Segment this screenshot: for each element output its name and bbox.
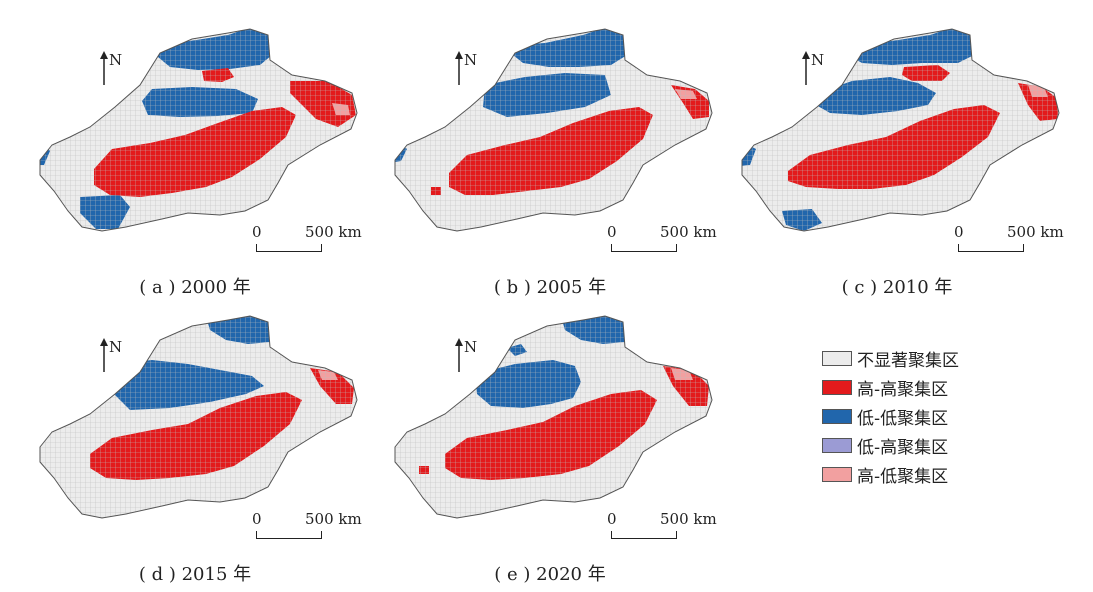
legend-swatch: [822, 437, 852, 453]
panel-caption: ( a ) 2000 年: [20, 273, 370, 299]
scale-start-label: 0: [252, 510, 262, 528]
scale-line: [611, 244, 677, 252]
map-panel-a: N 0 500 km ( a ) 2000 年: [20, 15, 370, 305]
scale-end-label: 500 km: [305, 510, 362, 528]
map-graphic: [20, 302, 370, 547]
scale-bar: 0 500 km: [252, 223, 362, 253]
north-label: N: [109, 51, 123, 69]
legend-label: 不显著聚集区: [857, 350, 959, 371]
caption-year: 2020 年: [536, 564, 606, 585]
legend-item-low-high: 低-高聚集区: [822, 433, 949, 458]
scale-bar: 0 500 km: [607, 510, 717, 540]
north-arrow: N: [98, 51, 128, 87]
caption-label: ( d ): [138, 564, 176, 585]
legend: 不显著聚集区 高-高聚集区 低-低聚集区 低-高聚集区 高-低聚集区: [822, 346, 1042, 496]
scale-bar: 0 500 km: [607, 223, 717, 253]
legend-item-low-low: 低-低聚集区: [822, 404, 949, 429]
panel-caption: ( b ) 2005 年: [375, 273, 725, 299]
panel-caption: ( d ) 2015 年: [20, 560, 370, 586]
scale-line: [611, 531, 677, 539]
scale-end-label: 500 km: [660, 223, 717, 241]
map-panel-e: N 0 500 km ( e ) 2020 年: [375, 302, 725, 592]
north-arrow: N: [453, 51, 483, 87]
map-panel-b: N 0 500 km ( b ) 2005 年: [375, 15, 725, 305]
scale-line: [256, 244, 322, 252]
legend-swatch: [822, 379, 852, 395]
legend-item-high-high: 高-高聚集区: [822, 375, 949, 400]
legend-label: 低-低聚集区: [857, 408, 949, 429]
legend-label: 高-低聚集区: [857, 466, 949, 487]
map-graphic: [20, 15, 370, 260]
panel-caption: ( e ) 2020 年: [375, 560, 725, 586]
legend-swatch: [822, 350, 852, 366]
scale-start-label: 0: [607, 223, 617, 241]
north-label: N: [464, 338, 478, 356]
scale-start-label: 0: [954, 223, 964, 241]
scale-start-label: 0: [607, 510, 617, 528]
map-panel-c: N 0 500 km ( c ) 2010 年: [722, 15, 1072, 305]
caption-year: 2000 年: [181, 277, 251, 298]
caption-year: 2015 年: [181, 564, 252, 585]
scale-end-label: 500 km: [660, 510, 717, 528]
north-label: N: [811, 51, 825, 69]
caption-label: ( a ): [139, 277, 176, 298]
north-arrow: N: [800, 51, 830, 87]
north-label: N: [464, 51, 478, 69]
map-graphic: [375, 302, 725, 547]
scale-start-label: 0: [252, 223, 262, 241]
caption-label: ( e ): [494, 564, 531, 585]
caption-label: ( c ): [841, 277, 878, 298]
north-arrow: N: [453, 338, 483, 374]
caption-label: ( b ): [493, 277, 531, 298]
scale-line: [256, 531, 322, 539]
caption-year: 2010 年: [882, 277, 953, 298]
map-panel-d: N 0 500 km ( d ) 2015 年: [20, 302, 370, 592]
map-graphic: [722, 15, 1072, 260]
legend-label: 高-高聚集区: [857, 379, 949, 400]
north-arrow: N: [98, 338, 128, 374]
legend-swatch: [822, 466, 852, 482]
legend-item-not-significant: 不显著聚集区: [822, 346, 959, 371]
legend-swatch: [822, 408, 852, 424]
map-graphic: [375, 15, 725, 260]
scale-bar: 0 500 km: [954, 223, 1064, 253]
legend-label: 低-高聚集区: [857, 437, 949, 458]
legend-item-high-low: 高-低聚集区: [822, 462, 949, 487]
north-label: N: [109, 338, 123, 356]
scale-end-label: 500 km: [305, 223, 362, 241]
scale-bar: 0 500 km: [252, 510, 362, 540]
panel-caption: ( c ) 2010 年: [722, 273, 1072, 299]
scale-end-label: 500 km: [1007, 223, 1064, 241]
caption-year: 2005 年: [536, 277, 607, 298]
scale-line: [958, 244, 1024, 252]
